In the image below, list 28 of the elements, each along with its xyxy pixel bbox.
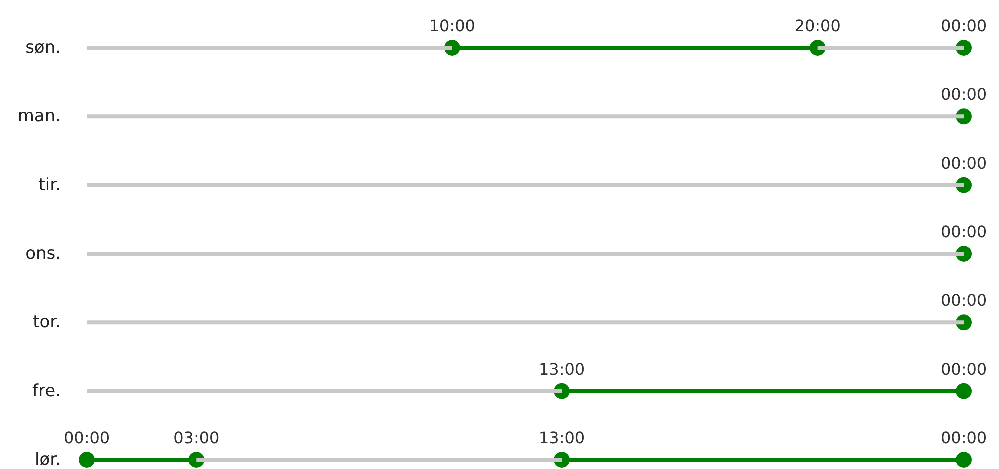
bar — [87, 252, 964, 256]
data-label: 20:00 — [794, 16, 841, 36]
data-label: 13:00 — [538, 360, 586, 379]
data-label: 13:00 — [538, 428, 586, 448]
bar — [87, 320, 964, 325]
data-label: 10:00 — [429, 16, 476, 36]
y-tick-label: lør. — [35, 450, 61, 469]
bar — [87, 46, 452, 50]
bar — [196, 458, 562, 462]
data-label: 00:00 — [940, 360, 988, 379]
data-label: 00:00 — [940, 16, 988, 36]
y-tick-label: fre. — [32, 381, 61, 402]
y-tick-label: man. — [18, 106, 61, 127]
bar — [818, 46, 964, 50]
data-label: 00:00 — [940, 222, 988, 242]
y-tick-label: tir. — [38, 175, 61, 196]
data-label: 00:00 — [940, 85, 988, 104]
data-label: 00:00 — [940, 154, 988, 173]
data-label: 00:00 — [940, 291, 988, 310]
y-tick-label: søn. — [26, 38, 61, 58]
data-label: 03:00 — [174, 428, 220, 448]
data-label: 00:00 — [64, 428, 110, 448]
bar — [87, 183, 964, 188]
bar — [87, 114, 964, 119]
y-tick-label: ons. — [26, 244, 61, 264]
data-label: 00:00 — [940, 428, 988, 448]
y-tick-label: tor. — [33, 312, 61, 333]
bar — [87, 389, 562, 394]
